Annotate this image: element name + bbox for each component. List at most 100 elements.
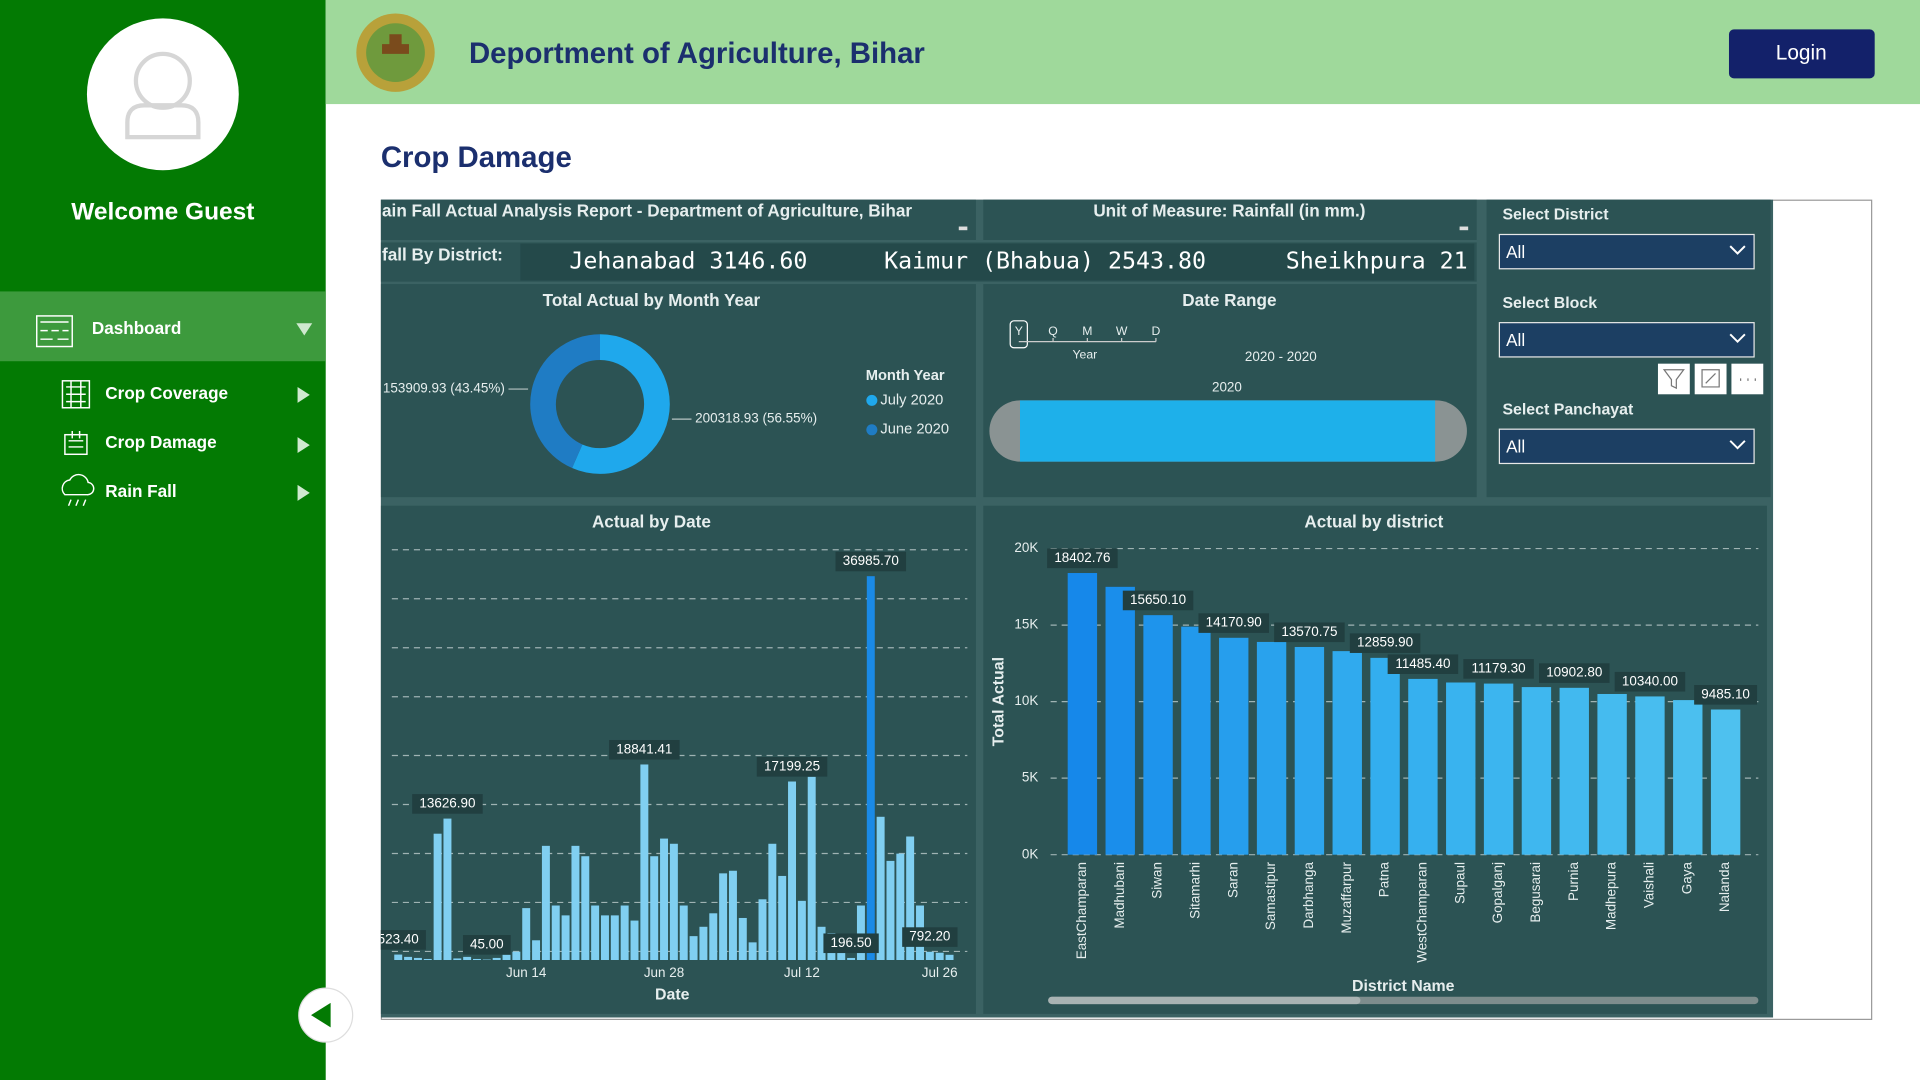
data-label: 13626.90 xyxy=(419,795,475,810)
date-range-title: Date Range xyxy=(1182,290,1276,310)
bar xyxy=(738,917,747,960)
login-label[interactable]: Login xyxy=(1776,41,1827,64)
bar xyxy=(413,957,422,960)
data-label: 200318.93 (56.55%) xyxy=(695,411,817,426)
x-tick-label: WestChamparan xyxy=(1414,862,1429,963)
bar xyxy=(581,856,590,960)
x-tick-label: Jun 14 xyxy=(506,965,547,980)
bar xyxy=(1294,646,1325,855)
menu-item[interactable]: Rain Fall xyxy=(105,481,176,501)
bar xyxy=(876,816,885,960)
report: ain Fall Actual Analysis Report - Depart… xyxy=(378,199,1774,1018)
granularity-selected[interactable] xyxy=(1009,320,1028,349)
bar xyxy=(817,926,826,960)
x-tick-label: Purnia xyxy=(1566,862,1581,901)
bar xyxy=(709,913,718,960)
data-label-box xyxy=(835,551,907,572)
login-button[interactable] xyxy=(1728,29,1875,79)
bar xyxy=(758,899,767,960)
bar xyxy=(1219,637,1249,855)
panel-handle xyxy=(958,226,968,231)
bar xyxy=(630,920,639,960)
x-tick-label: Begusarai xyxy=(1528,862,1543,923)
filter-label: Select Panchayat xyxy=(1502,401,1634,418)
granularity[interactable]: Q xyxy=(1048,324,1058,338)
bar xyxy=(797,900,806,960)
granularity-track xyxy=(1018,337,1157,343)
bar xyxy=(502,954,511,960)
x-axis-title: District Name xyxy=(1352,978,1455,995)
data-label-box xyxy=(1694,685,1758,705)
ticker-item: Kaimur (Bhabua) 2543.80 xyxy=(884,248,1206,275)
bar xyxy=(453,958,462,960)
x-tick-label: Patna xyxy=(1377,862,1392,898)
menu-icon xyxy=(36,315,95,506)
bar xyxy=(522,908,531,960)
bar xyxy=(591,905,600,960)
unit: Unit of Measure: Rainfall (in mm.) xyxy=(1093,200,1365,220)
bar xyxy=(512,951,521,960)
dropdown-value[interactable]: All xyxy=(1506,242,1525,262)
dropdown-value[interactable]: All xyxy=(1506,330,1525,350)
menu-item[interactable]: Dashboard xyxy=(92,318,181,338)
menu-item[interactable]: Crop Coverage xyxy=(105,383,228,403)
y-tick-label: 15K xyxy=(1014,617,1038,632)
granularity[interactable]: W xyxy=(1116,324,1128,338)
sidebar xyxy=(0,0,326,1080)
bar xyxy=(463,956,472,960)
data-label-box xyxy=(1349,633,1421,653)
y-tick-label: 10K xyxy=(1014,693,1038,708)
bar xyxy=(561,915,570,960)
bar xyxy=(610,915,619,960)
dropdown[interactable] xyxy=(1498,428,1755,465)
dropdown[interactable] xyxy=(1498,233,1755,270)
header xyxy=(325,0,1920,105)
bar xyxy=(1483,683,1514,855)
bar xyxy=(492,957,501,960)
bar xyxy=(748,942,757,960)
menu-active[interactable] xyxy=(0,291,326,362)
data-label: 196.50 xyxy=(831,935,872,950)
bar xyxy=(650,856,659,960)
x-tick-label: Samastipur xyxy=(1263,862,1278,931)
x-tick-label: Vaishali xyxy=(1642,862,1657,908)
bar xyxy=(1256,641,1287,855)
data-label-box xyxy=(1387,654,1459,674)
bar xyxy=(689,936,698,960)
bar xyxy=(660,838,669,960)
bar xyxy=(1181,626,1211,855)
granularity[interactable]: Y xyxy=(1015,324,1023,338)
visual-button[interactable] xyxy=(1657,363,1690,395)
data-label-box xyxy=(823,933,879,954)
avatar-icon xyxy=(125,51,201,140)
filter-label: Select Block xyxy=(1502,295,1597,312)
granularity[interactable]: D xyxy=(1151,324,1160,338)
x-tick-label: Supaul xyxy=(1452,862,1467,904)
collapse-icon xyxy=(311,1002,331,1028)
data-label: 45.00 xyxy=(470,936,504,951)
page-title: Crop Damage xyxy=(381,141,572,174)
donut-slice xyxy=(530,334,601,469)
avatar xyxy=(86,18,239,171)
panel xyxy=(380,199,976,240)
granularity-level: Year xyxy=(1073,347,1098,361)
menu-item[interactable]: Crop Damage xyxy=(105,432,216,452)
scrollbar-thumb[interactable] xyxy=(1048,996,1361,1005)
visual-icon xyxy=(1662,369,1720,390)
data-label: 523.40 xyxy=(378,931,419,946)
granularity[interactable]: M xyxy=(1082,324,1092,338)
logo-emblem xyxy=(382,34,409,54)
dropdown-value[interactable]: All xyxy=(1506,437,1525,457)
menu-arrows xyxy=(296,323,313,501)
range-fill[interactable] xyxy=(1020,400,1436,462)
report-title: ain Fall Actual Analysis Report - Depart… xyxy=(382,200,912,220)
x-tick-label: Siwan xyxy=(1150,862,1165,899)
bar xyxy=(433,833,442,960)
dropdown[interactable] xyxy=(1498,322,1755,358)
bar xyxy=(551,905,560,960)
data-label: 13570.75 xyxy=(1281,624,1337,639)
data-label-box xyxy=(1274,622,1345,643)
data-label: 10340.00 xyxy=(1622,673,1678,688)
x-tick-label: Madhepura xyxy=(1604,862,1619,931)
